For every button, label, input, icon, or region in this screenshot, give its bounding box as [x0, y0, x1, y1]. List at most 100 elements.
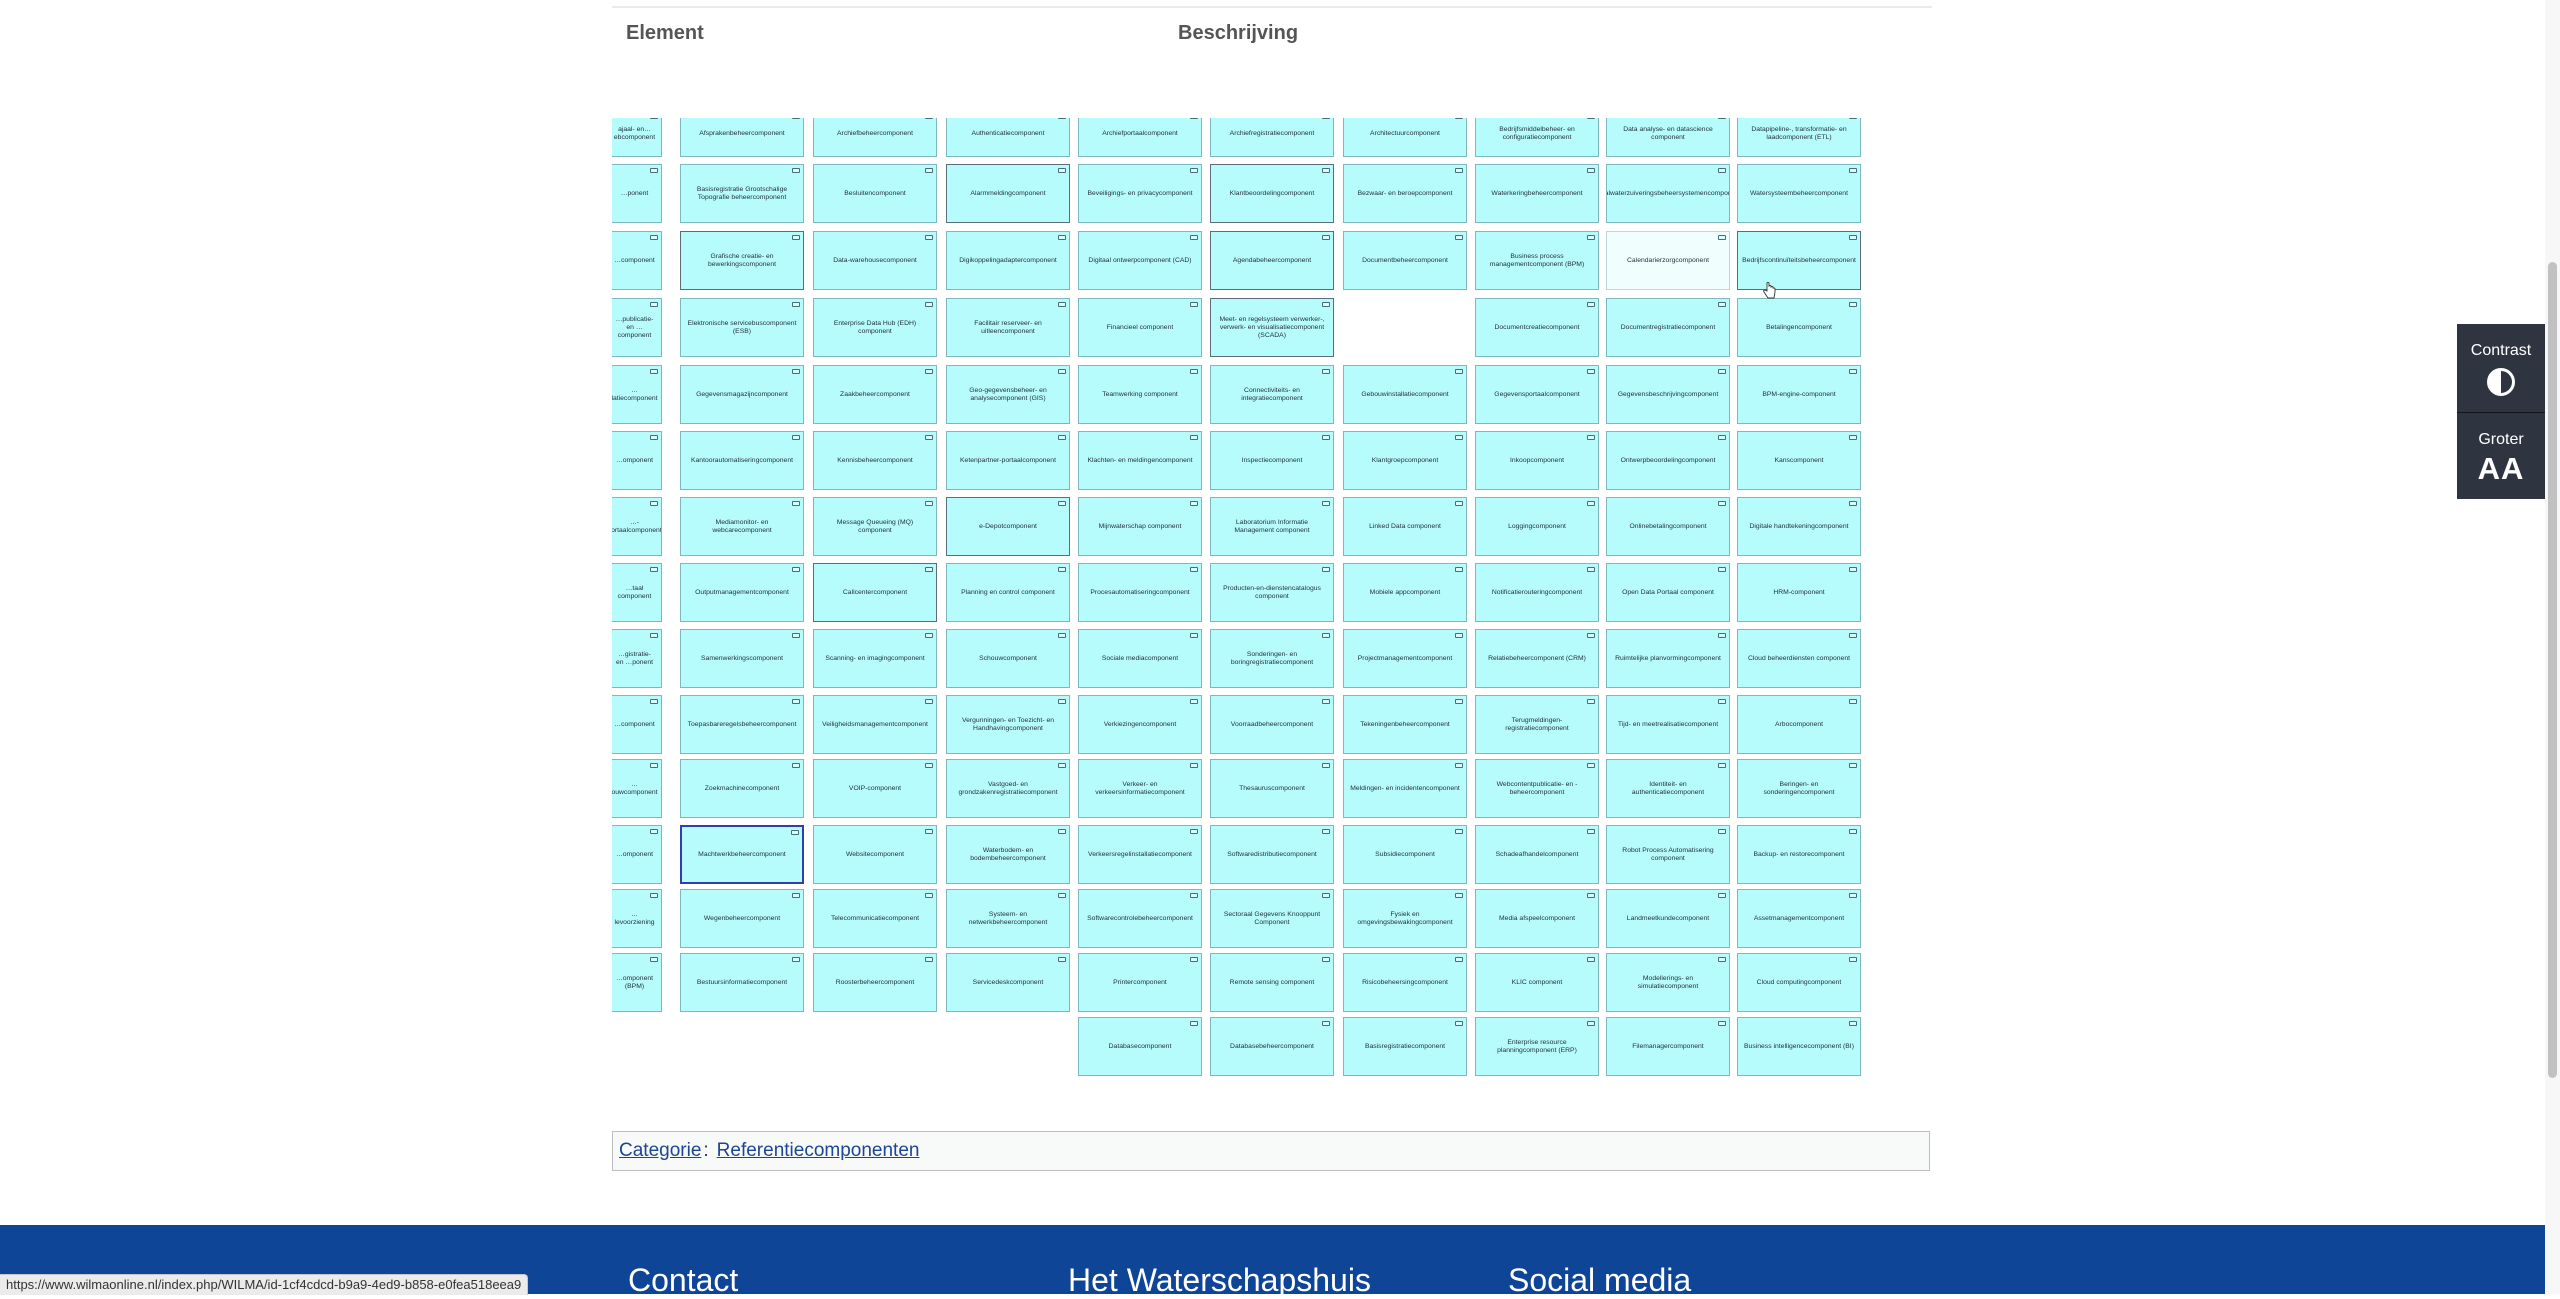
diagram-component-box[interactable]: Arbocomponent: [1737, 695, 1861, 754]
diagram-component-box[interactable]: Schadeafhandelcomponent: [1475, 825, 1599, 884]
diagram-component-box[interactable]: Afsprakenbeheercomponent: [680, 118, 804, 157]
diagram-component-box[interactable]: Enterprise resource planningcomponent (E…: [1475, 1017, 1599, 1076]
diagram-component-box[interactable]: Bedrijfsmiddelbeheer- en configuratiecom…: [1475, 118, 1599, 157]
diagram-component-box[interactable]: Digitaal ontwerpcomponent (CAD): [1078, 231, 1202, 290]
diagram-component-box[interactable]: Landmeetkundecomponent: [1606, 889, 1730, 948]
diagram-component-box[interactable]: BPM-engine-component: [1737, 365, 1861, 424]
diagram-component-box[interactable]: Roosterbeheercomponent: [813, 953, 937, 1012]
diagram-component-box[interactable]: Notificatierouteringcomponent: [1475, 563, 1599, 622]
diagram-component-box[interactable]: Cloud beheerdiensten component: [1737, 629, 1861, 688]
diagram-component-box[interactable]: Connectiviteits- en integratiecomponent: [1210, 365, 1334, 424]
diagram-component-box[interactable]: Authenticatiecomponent: [946, 118, 1070, 157]
diagram-component-box[interactable]: Machtwerkbeheercomponent: [680, 825, 804, 884]
diagram-component-box[interactable]: Beringen- en sonderingencomponent: [1737, 759, 1861, 818]
diagram-component-box[interactable]: Basisregistratiecomponent: [1343, 1017, 1467, 1076]
diagram-component-box[interactable]: Calendarierzorgcomponent: [1606, 231, 1730, 290]
diagram-component-box[interactable]: Terugmeldingen-registratiecomponent: [1475, 695, 1599, 754]
diagram-component-box[interactable]: Digikoppelingadaptercomponent: [946, 231, 1070, 290]
diagram-component-box[interactable]: …latiecomponent: [612, 365, 662, 424]
diagram-component-box[interactable]: Kantoorautomatiseringcomponent: [680, 431, 804, 490]
diagram-component-box[interactable]: …levoorziening: [612, 889, 662, 948]
diagram-component-box[interactable]: Risicobeheersingcomponent: [1343, 953, 1467, 1012]
diagram-component-box[interactable]: Wegenbeheercomponent: [680, 889, 804, 948]
category-link[interactable]: Categorie: [619, 1140, 702, 1161]
diagram-component-box[interactable]: Datapipeline-, transformatie- en laadcom…: [1737, 118, 1861, 157]
diagram-component-box[interactable]: ajaal- en…ebcomponent: [612, 118, 662, 157]
diagram-component-box[interactable]: Projectmanagementcomponent: [1343, 629, 1467, 688]
diagram-component-box[interactable]: Loggingcomponent: [1475, 497, 1599, 556]
diagram-component-box[interactable]: …ouwcomponent: [612, 759, 662, 818]
diagram-component-box[interactable]: Teamwerking component: [1078, 365, 1202, 424]
diagram-component-box[interactable]: Vergunningen- en Toezicht- en Handhaving…: [946, 695, 1070, 754]
diagram-component-box[interactable]: Klachten- en meldingencomponent: [1078, 431, 1202, 490]
diagram-component-box[interactable]: …-portaalcomponent: [612, 497, 662, 556]
diagram-component-box[interactable]: Producten-en-dienstencatalogus component: [1210, 563, 1334, 622]
diagram-component-box[interactable]: Gebouwinstallatiecomponent: [1343, 365, 1467, 424]
diagram-component-box[interactable]: Business intelligencecomponent (BI): [1737, 1017, 1861, 1076]
diagram-component-box[interactable]: Sociale mediacomponent: [1078, 629, 1202, 688]
diagram-component-box[interactable]: …gistratie- en …ponent: [612, 629, 662, 688]
diagram-component-box[interactable]: Subsidiecomponent: [1343, 825, 1467, 884]
diagram-component-box[interactable]: Archiefregistratiecomponent: [1210, 118, 1334, 157]
diagram-component-box[interactable]: Gegevensbeschrijvingcomponent: [1606, 365, 1730, 424]
diagram-component-box[interactable]: Gegevensportaalcomponent: [1475, 365, 1599, 424]
diagram-component-box[interactable]: Webcontentpublicatie- en -beheercomponen…: [1475, 759, 1599, 818]
diagram-component-box[interactable]: …omponent (BPM): [612, 953, 662, 1012]
diagram-component-box[interactable]: Ketenpartner-portaalcomponent: [946, 431, 1070, 490]
diagram-component-box[interactable]: Databasebeheercomponent: [1210, 1017, 1334, 1076]
diagram-component-box[interactable]: Samenwerkingscomponent: [680, 629, 804, 688]
diagram-component-box[interactable]: Kanscomponent: [1737, 431, 1861, 490]
diagram-component-box[interactable]: Documentregistratiecomponent: [1606, 298, 1730, 357]
diagram-component-box[interactable]: Scanning- en imagingcomponent: [813, 629, 937, 688]
diagram-component-box[interactable]: Vastgoed- en grondzakenregistratiecompon…: [946, 759, 1070, 818]
diagram-component-box[interactable]: Verkiezingencomponent: [1078, 695, 1202, 754]
diagram-component-box[interactable]: Outputmanagementcomponent: [680, 563, 804, 622]
diagram-component-box[interactable]: Servicedeskcomponent: [946, 953, 1070, 1012]
diagram-component-box[interactable]: Kennisbeheercomponent: [813, 431, 937, 490]
diagram-component-box[interactable]: Besluitencomponent: [813, 164, 937, 223]
diagram-component-box[interactable]: …publicatie- en …component: [612, 298, 662, 357]
diagram-component-box[interactable]: Verkeersregelinstallatiecomponent: [1078, 825, 1202, 884]
diagram-component-box[interactable]: Documentcreatiecomponent: [1475, 298, 1599, 357]
diagram-component-box[interactable]: Klantbeoordelingcomponent: [1210, 164, 1334, 223]
diagram-component-box[interactable]: Beveiligings- en privacycomponent: [1078, 164, 1202, 223]
diagram-component-box[interactable]: Mediamonitor- en webcarecomponent: [680, 497, 804, 556]
diagram-component-box[interactable]: Sectoraal Gegevens Knooppunt Component: [1210, 889, 1334, 948]
diagram-component-box[interactable]: Elektronische servicebuscomponent (ESB): [680, 298, 804, 357]
diagram-component-box[interactable]: Assetmanagementcomponent: [1737, 889, 1861, 948]
diagram-component-box[interactable]: Open Data Portaal component: [1606, 563, 1730, 622]
diagram-component-box[interactable]: Documentbeheercomponent: [1343, 231, 1467, 290]
diagram-component-box[interactable]: Backup- en restorecomponent: [1737, 825, 1861, 884]
diagram-component-box[interactable]: Architectuurcomponent: [1343, 118, 1467, 157]
diagram-component-box[interactable]: Linked Data component: [1343, 497, 1467, 556]
diagram-component-box[interactable]: Toepasbareregelsbeheercomponent: [680, 695, 804, 754]
diagram-component-box[interactable]: Zaakbeheercomponent: [813, 365, 937, 424]
diagram-component-box[interactable]: Klantgroepcomponent: [1343, 431, 1467, 490]
bigger-text-button[interactable]: Groter AA: [2457, 413, 2545, 499]
diagram-component-box[interactable]: Websitecomponent: [813, 825, 937, 884]
diagram-component-box[interactable]: Archiefbeheercomponent: [813, 118, 937, 157]
diagram-component-box[interactable]: Callcentercomponent: [813, 563, 937, 622]
diagram-component-box[interactable]: Veiligheidsmanagementcomponent: [813, 695, 937, 754]
diagram-component-box[interactable]: Schouwcomponent: [946, 629, 1070, 688]
diagram-component-box[interactable]: Tijd- en meetrealisatiecomponent: [1606, 695, 1730, 754]
diagram-component-box[interactable]: Laboratorium Informatie Management compo…: [1210, 497, 1334, 556]
diagram-component-box[interactable]: Basisregistratie Grootschalige Topografi…: [680, 164, 804, 223]
diagram-component-box[interactable]: Mobiele appcomponent: [1343, 563, 1467, 622]
diagram-component-box[interactable]: Betalingencomponent: [1737, 298, 1861, 357]
diagram-component-box[interactable]: Facilitair reserveer- en uitleencomponen…: [946, 298, 1070, 357]
diagram-component-box[interactable]: Digitale handtekeningcomponent: [1737, 497, 1861, 556]
diagram-component-box[interactable]: Thesauruscomponent: [1210, 759, 1334, 818]
diagram-component-box[interactable]: Sonderingen- en boringregistratiecompone…: [1210, 629, 1334, 688]
diagram-component-box[interactable]: Waterkeringbeheercomponent: [1475, 164, 1599, 223]
diagram-component-box[interactable]: Data-warehousecomponent: [813, 231, 937, 290]
diagram-component-box[interactable]: …component: [612, 231, 662, 290]
diagram-component-box[interactable]: Cloud computingcomponent: [1737, 953, 1861, 1012]
diagram-component-box[interactable]: e-Depotcomponent: [946, 497, 1070, 556]
diagram-component-box[interactable]: Bezwaar- en beroepcomponent: [1343, 164, 1467, 223]
diagram-component-box[interactable]: Ontwerpbeoordelingcomponent: [1606, 431, 1730, 490]
diagram-component-box[interactable]: Data analyse- en datascience component: [1606, 118, 1730, 157]
diagram-component-box[interactable]: Verkeer- en verkeersinformatiecomponent: [1078, 759, 1202, 818]
diagram-component-box[interactable]: Waterbodem- en bodembeheercomponent: [946, 825, 1070, 884]
diagram-component-box[interactable]: Modellerings- en simulatiecomponent: [1606, 953, 1730, 1012]
